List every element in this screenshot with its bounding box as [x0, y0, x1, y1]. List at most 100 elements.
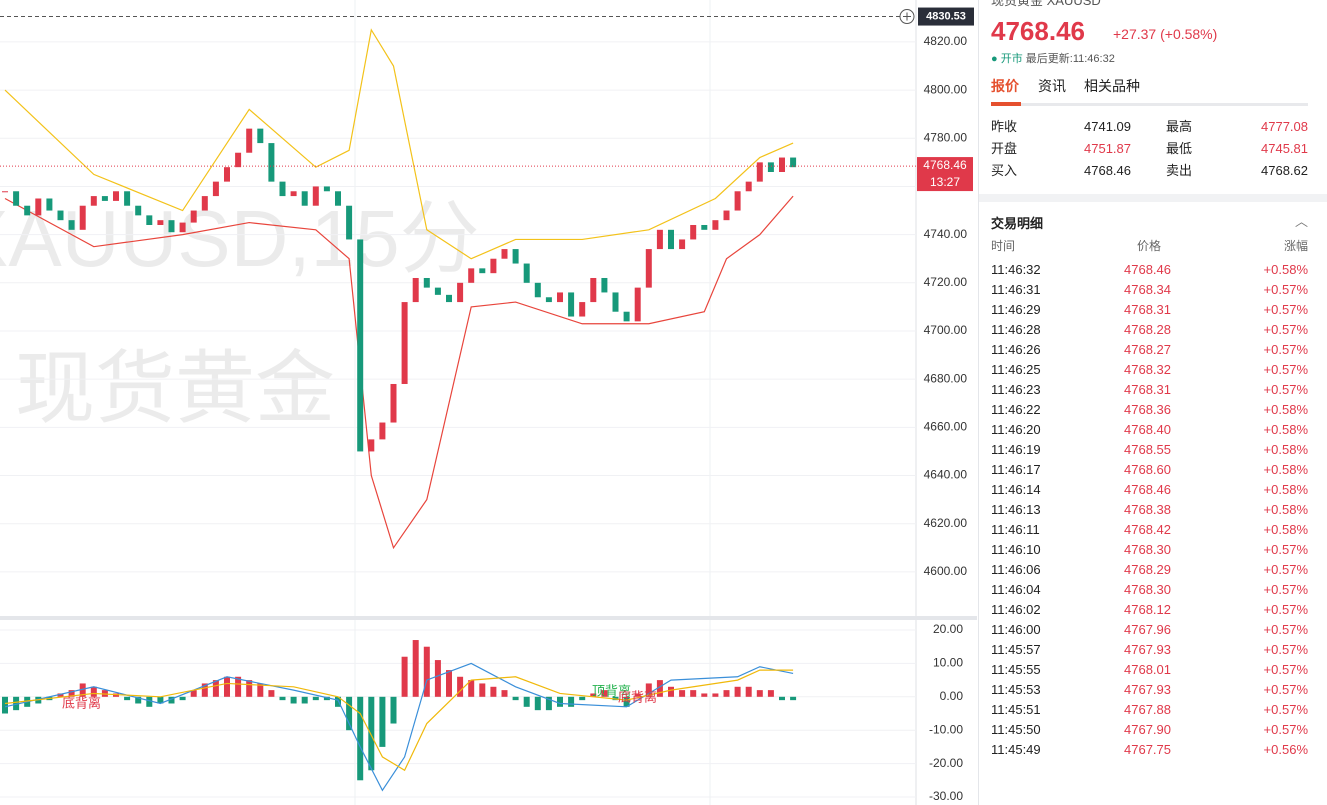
crosshair-add-icon: [903, 12, 911, 21]
trade-change: +0.57%: [1263, 282, 1308, 297]
candle: [401, 302, 408, 384]
macd-bar: [68, 690, 75, 697]
tab[interactable]: 相关品种: [1084, 78, 1140, 94]
candle: [279, 181, 286, 197]
macd-bar: [79, 683, 86, 697]
macd-bar: [90, 686, 97, 697]
trade-change: +0.57%: [1263, 582, 1308, 597]
quote-value: 4745.81: [1261, 141, 1308, 156]
candle: [446, 294, 452, 303]
tab[interactable]: 报价: [991, 78, 1019, 94]
trade-change: +0.57%: [1263, 682, 1308, 697]
dif-line: [4, 662, 794, 792]
candle: [335, 191, 341, 206]
candle: [590, 277, 597, 303]
trade-change: +0.58%: [1263, 262, 1308, 277]
y-tick-label: -20.00: [929, 756, 963, 770]
macd-bar: [712, 693, 719, 697]
annotation: 底背离: [62, 695, 101, 710]
candle: [101, 196, 108, 201]
trade-time: 11:45:51: [991, 702, 1041, 717]
candle: [268, 143, 275, 182]
trade-time: 11:46:29: [991, 302, 1041, 317]
trade-price: 4768.40: [1124, 422, 1171, 437]
trade-price: 4768.29: [1124, 562, 1171, 577]
trade-time: 11:45:55: [991, 662, 1041, 677]
candle: [634, 287, 641, 322]
candle: [312, 186, 319, 206]
candle: [668, 229, 674, 250]
trade-price: 4768.32: [1124, 362, 1171, 377]
macd-bar: [290, 696, 297, 704]
trade-time: 11:46:17: [991, 462, 1041, 477]
quote-value: 4741.09: [1084, 119, 1131, 134]
trade-time: 11:46:22: [991, 402, 1041, 417]
candle: [235, 152, 242, 168]
trade-price: 4768.36: [1124, 402, 1171, 417]
macd-bar: [390, 696, 397, 724]
candle: [601, 277, 608, 293]
trade-time: 11:46:31: [991, 282, 1041, 297]
y-tick-label: 4660.00: [924, 420, 968, 434]
macd-bar: [212, 680, 219, 697]
candle: [679, 239, 686, 250]
candle: [157, 220, 164, 225]
macd-bar: [534, 696, 541, 711]
candle: [690, 224, 697, 240]
candle: [357, 239, 364, 452]
y-tick-label: 20.00: [933, 622, 963, 636]
trade-change: +0.57%: [1263, 602, 1308, 617]
trade-time: 11:46:19: [991, 442, 1041, 457]
trade-time: 11:46:10: [991, 542, 1041, 557]
macd-bar: [168, 696, 175, 704]
trade-price: 4767.88: [1124, 702, 1171, 717]
tab[interactable]: 资讯: [1038, 78, 1066, 94]
macd-bar: [346, 696, 353, 731]
y-tick-label: 4720.00: [924, 275, 968, 289]
quote-label: 买入: [991, 163, 1018, 178]
macd-bar: [368, 696, 375, 771]
trade-change: +0.58%: [1263, 522, 1308, 537]
candle: [434, 287, 441, 295]
candle: [423, 277, 430, 288]
trade-change: +0.57%: [1263, 362, 1308, 377]
trade-time: 11:46:04: [991, 582, 1041, 597]
trade-price: 4767.93: [1124, 682, 1171, 697]
trade-change: +0.58%: [1263, 482, 1308, 497]
trade-price: 4768.31: [1124, 382, 1171, 397]
candle: [623, 311, 630, 322]
candle: [734, 191, 741, 211]
candle: [534, 282, 541, 298]
candle: [790, 157, 797, 168]
candle: [179, 222, 186, 233]
macd-bar: [13, 696, 20, 711]
trade-time: 11:46:06: [991, 562, 1041, 577]
trade-price: 4768.34: [1124, 282, 1171, 297]
collapse[interactable]: ︿: [1295, 214, 1309, 229]
macd-bar: [468, 680, 475, 697]
candle: [756, 162, 763, 182]
trade-price: 4768.42: [1124, 522, 1171, 537]
trade-price: 4768.27: [1124, 342, 1171, 357]
macd-bar: [690, 690, 697, 697]
macd-bar: [734, 686, 741, 697]
macd-bar: [434, 660, 441, 697]
trade-change: +0.58%: [1263, 462, 1308, 477]
annotation: 顶背离: [592, 683, 631, 698]
section-gap: [979, 194, 1327, 202]
candle: [24, 205, 31, 216]
trade-change: +0.57%: [1263, 562, 1308, 577]
candle: [301, 191, 308, 206]
macd-bar: [179, 696, 186, 701]
candle: [190, 210, 197, 223]
candle: [35, 198, 42, 216]
candle: [13, 191, 20, 206]
macd-bar: [357, 696, 364, 781]
macd-bar: [745, 686, 752, 697]
candle: [701, 224, 708, 230]
candle: [224, 167, 230, 182]
quote-value: 4777.08: [1261, 119, 1308, 134]
y-tick-label: 0.00: [940, 689, 964, 703]
trade-change: +0.58%: [1263, 402, 1308, 417]
